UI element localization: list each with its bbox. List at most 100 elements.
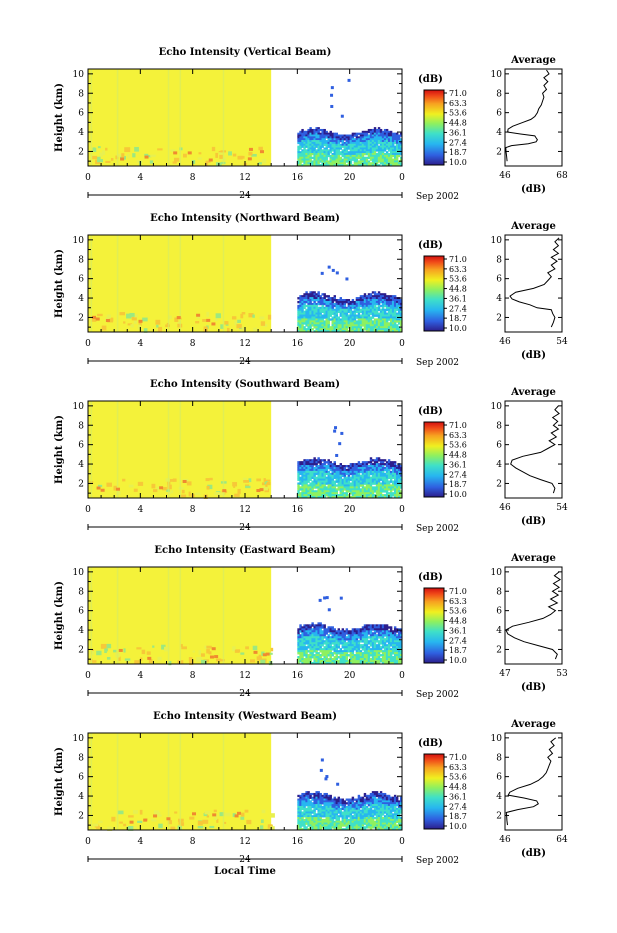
profile-y-tick-label: 8 <box>496 89 502 99</box>
heatmap-streak <box>168 733 170 830</box>
heatmap-streak <box>223 401 225 498</box>
colorbar-tick-label: 18.7 <box>449 314 467 323</box>
heatmap-cell <box>145 156 149 159</box>
heatmap-cell <box>243 480 249 483</box>
heatmap-cell <box>326 596 329 599</box>
heatmap-cell <box>174 812 177 814</box>
heatmap-cell <box>156 325 158 328</box>
x-tick-label: 0 <box>85 339 91 349</box>
x-tick-label: 16 <box>292 339 304 349</box>
heatmap-cell <box>105 148 107 151</box>
heatmap-cell <box>187 481 192 485</box>
heatmap-cell <box>130 324 133 327</box>
heatmap-cell <box>206 646 211 649</box>
x-tick-label: 0 <box>85 671 91 681</box>
heatmap-cell <box>134 314 138 317</box>
heatmap-cell <box>125 658 131 660</box>
heatmap-cell <box>212 813 216 816</box>
heatmap-cell <box>173 478 177 481</box>
heatmap-cell <box>328 266 331 269</box>
x-tick-label: 4 <box>137 505 143 515</box>
x-tick-label: 20 <box>344 671 356 681</box>
profile-y-tick-label: 6 <box>496 441 502 451</box>
heatmap-cell <box>237 489 240 494</box>
heatmap-cell <box>159 486 163 489</box>
heatmap-cell <box>124 147 130 152</box>
heatmap-cell <box>96 318 100 321</box>
heatmap-cell <box>195 493 201 495</box>
heatmap-streak <box>180 733 182 830</box>
heatmap-cell <box>260 825 263 829</box>
colorbar-tick-label: 27.4 <box>449 470 467 479</box>
heatmap-cell <box>215 318 218 321</box>
heatmap-cell <box>123 648 125 652</box>
panel-4: Echo Intensity (Westward Beam)246810Heig… <box>54 711 568 866</box>
heatmap-cell <box>236 324 241 328</box>
colorbar-tick-label: 27.4 <box>449 636 467 645</box>
colorbar-tick-label: 44.8 <box>449 617 467 626</box>
profile-line <box>511 406 559 493</box>
profile-y-tick-label: 2 <box>496 313 502 323</box>
heatmap-cell <box>206 478 210 481</box>
profile-line <box>506 70 549 161</box>
heatmap-cell <box>330 94 333 97</box>
colorbar-tick-label: 36.1 <box>449 294 467 303</box>
colorbar-tick-label: 18.7 <box>449 148 467 157</box>
heatmap <box>88 733 402 831</box>
heatmap-cell <box>158 657 162 661</box>
colorbar-tick-label: 63.3 <box>449 99 467 108</box>
profile-x-tick-label: 47 <box>499 669 511 679</box>
heatmap-cell <box>158 824 162 829</box>
heatmap-cell <box>183 154 187 158</box>
heatmap-cell <box>192 812 196 815</box>
heatmap-cell <box>155 320 160 325</box>
date-right-label: Sep 2002 <box>416 358 459 368</box>
heatmap-cell <box>321 272 324 275</box>
y-tick-label: 2 <box>78 645 84 655</box>
heatmap-cell <box>224 321 228 325</box>
heatmap-cell <box>150 155 156 157</box>
heatmap-cell <box>142 650 146 654</box>
heatmap-cell <box>212 147 215 151</box>
y-tick-label: 8 <box>78 255 84 265</box>
heatmap-cell <box>179 487 184 489</box>
colorbar-tick-label: 44.8 <box>449 119 467 128</box>
heatmap-cell <box>210 478 213 480</box>
heatmap-cell <box>253 651 257 654</box>
heatmap-cell <box>269 661 273 665</box>
heatmap-cell <box>340 432 343 435</box>
colorbar-tick-label: 10.0 <box>449 490 467 499</box>
colorbar-tick-label: 10.0 <box>449 656 467 665</box>
heatmap-cell <box>119 649 123 652</box>
profile-y-tick-label: 10 <box>491 402 503 412</box>
x-tick-label: 12 <box>239 339 250 349</box>
colorbar <box>424 90 444 165</box>
heatmap-cell <box>105 161 110 163</box>
heatmap-cell <box>132 317 137 320</box>
heatmap-cell <box>198 157 202 159</box>
heatmap-cell <box>107 315 111 319</box>
x-tick-label: 16 <box>292 173 304 183</box>
heatmap-streak <box>168 401 170 498</box>
heatmap-cell <box>253 646 258 650</box>
heatmap-cell <box>256 479 261 482</box>
heatmap-cell <box>248 152 252 156</box>
y-tick-label: 4 <box>78 128 84 138</box>
profile-y-tick-label: 2 <box>496 645 502 655</box>
profile-y-tick-label: 4 <box>496 626 502 636</box>
heatmap-cell <box>228 151 232 155</box>
heatmap-cell <box>122 479 125 482</box>
heatmap-cell <box>330 105 333 108</box>
heatmap-cell <box>264 478 266 482</box>
heatmap-cell <box>111 158 113 161</box>
heatmap-streak <box>117 733 119 830</box>
heatmap-cell <box>233 154 236 157</box>
heatmap-cell <box>235 814 239 817</box>
heatmap-cell <box>331 86 334 89</box>
heatmap-cell <box>271 648 274 651</box>
y-tick-label: 10 <box>73 402 85 412</box>
heatmap-cell <box>173 161 177 163</box>
y-tick-label: 2 <box>78 479 84 489</box>
profile-y-tick-label: 2 <box>496 147 502 157</box>
